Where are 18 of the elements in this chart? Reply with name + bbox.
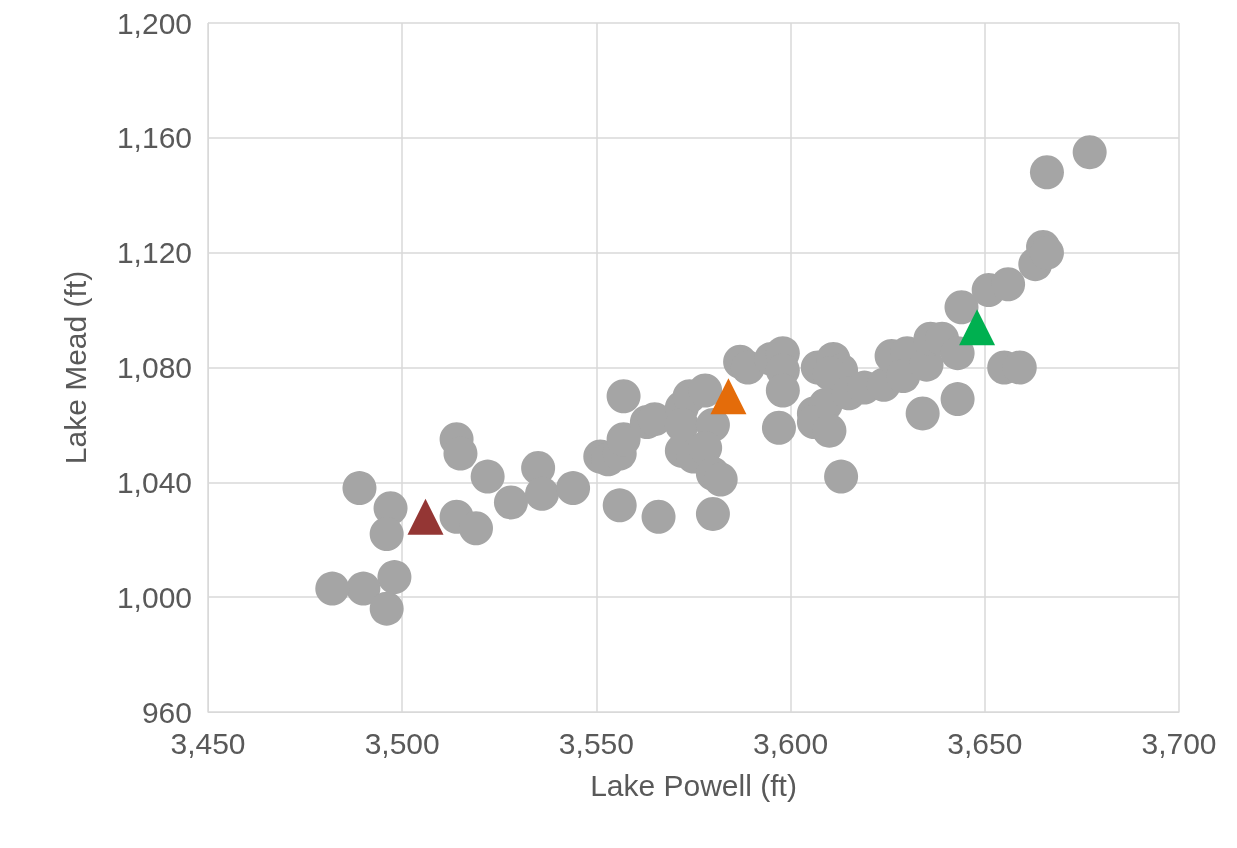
point: [407, 498, 444, 535]
y-tick-label: 1,040: [116, 465, 192, 499]
y-tick-label: 1,000: [116, 580, 192, 614]
x-axis-title: Lake Powell (ft): [590, 768, 797, 802]
x-tick-label: 3,650: [947, 726, 1023, 760]
y-tick-label: 1,160: [116, 121, 192, 155]
y-tick-label: 1,200: [116, 6, 192, 40]
y-tick-label: 960: [141, 695, 192, 729]
x-tick-label: 3,450: [170, 726, 246, 760]
x-tick-label: 3,600: [753, 726, 829, 760]
point: [710, 378, 747, 415]
point: [959, 309, 996, 346]
y-tick-label: 1,120: [116, 236, 192, 270]
y-tick-label: 1,080: [116, 351, 192, 384]
x-tick-label: 3,700: [1141, 726, 1217, 760]
y-axis-title: Lake Mead (ft): [58, 270, 92, 465]
x-tick-label: 3,550: [558, 726, 634, 760]
x-tick-label: 3,500: [364, 726, 440, 760]
